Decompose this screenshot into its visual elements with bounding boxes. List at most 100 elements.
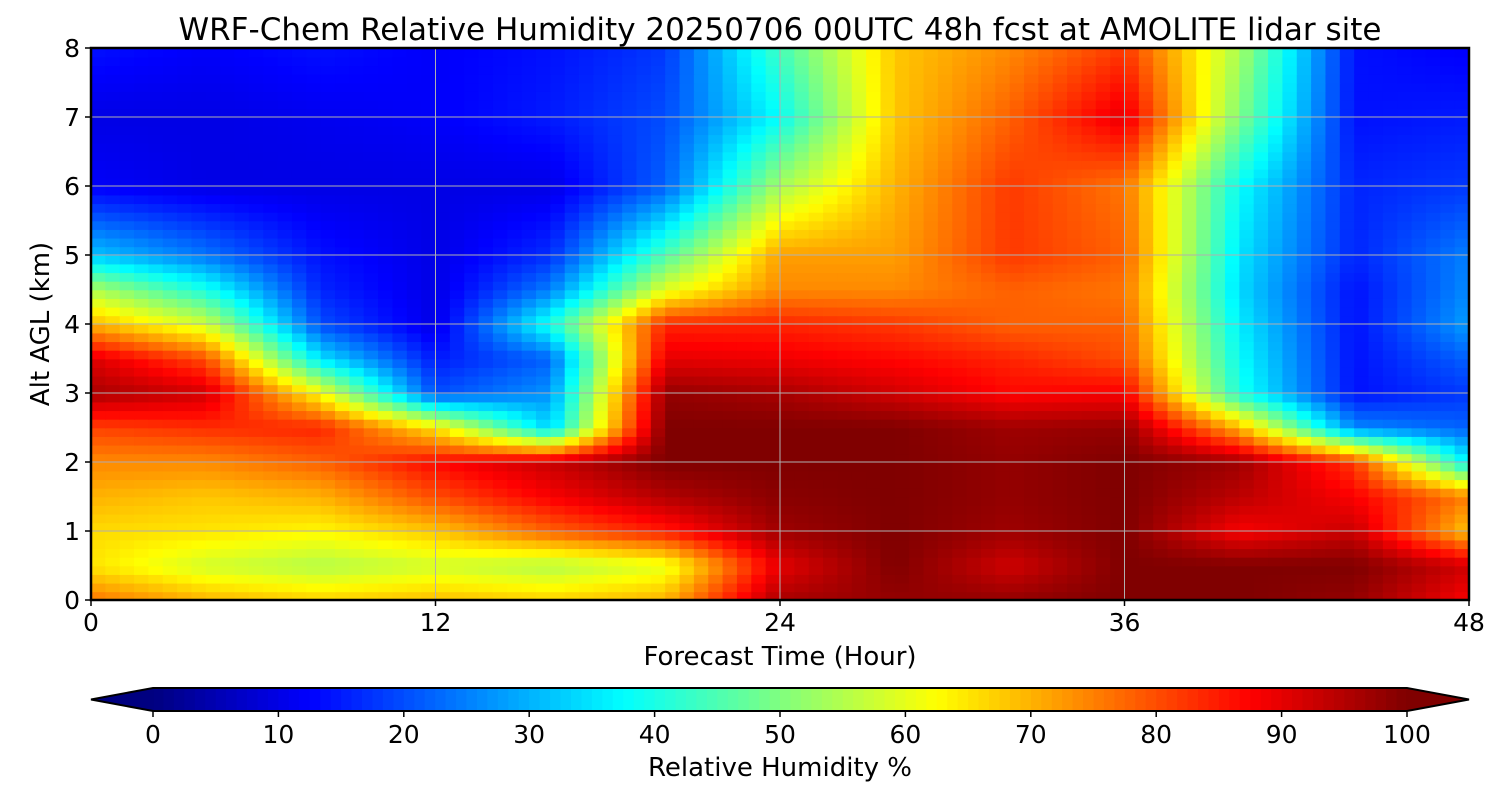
contour-cell bbox=[248, 186, 265, 196]
contour-cell bbox=[1253, 203, 1269, 213]
contour-cell bbox=[521, 315, 537, 325]
contour-cell bbox=[435, 384, 451, 394]
contour-cell bbox=[464, 203, 480, 213]
contour-cell bbox=[1382, 418, 1399, 429]
contour-cell bbox=[579, 341, 595, 351]
contour-cell bbox=[995, 401, 1011, 412]
contour-cell bbox=[722, 453, 738, 463]
contour-cell bbox=[478, 332, 494, 343]
contour-cell bbox=[263, 591, 279, 600]
contour-cell bbox=[349, 255, 365, 265]
contour-cell bbox=[492, 168, 509, 179]
contour-cell bbox=[1196, 582, 1212, 593]
contour-cell bbox=[478, 160, 494, 170]
contour-cell bbox=[1296, 341, 1312, 351]
contour-cell bbox=[980, 324, 997, 334]
contour-cell bbox=[378, 151, 394, 161]
contour-cell bbox=[1368, 289, 1384, 299]
contour-cell bbox=[722, 203, 738, 213]
contour-cell bbox=[507, 280, 523, 291]
contour-cell bbox=[550, 367, 566, 377]
contour-cell bbox=[765, 203, 781, 213]
contour-cell bbox=[148, 168, 164, 179]
contour-cell bbox=[1081, 375, 1097, 386]
contour-cell bbox=[291, 505, 308, 515]
contour-cell bbox=[579, 289, 595, 299]
contour-cell bbox=[823, 151, 839, 161]
contour-cell bbox=[1081, 418, 1097, 429]
contour-cell bbox=[191, 263, 207, 274]
contour-cell bbox=[148, 246, 164, 256]
contour-cell bbox=[894, 220, 910, 230]
contour-cell bbox=[507, 168, 523, 179]
contour-cell bbox=[894, 280, 910, 291]
contour-cell bbox=[823, 220, 839, 230]
contour-cell bbox=[1239, 237, 1255, 248]
contour-cell bbox=[607, 168, 623, 179]
contour-cell bbox=[378, 418, 394, 429]
contour-cell bbox=[1440, 393, 1456, 403]
contour-cell bbox=[349, 436, 365, 446]
contour-cell bbox=[794, 263, 810, 274]
contour-cell bbox=[263, 255, 279, 265]
contour-cell bbox=[1181, 203, 1198, 213]
contour-cell bbox=[91, 358, 107, 368]
contour-cell bbox=[435, 565, 451, 575]
contour-cell bbox=[909, 539, 925, 550]
contour-cell bbox=[435, 505, 451, 515]
contour-cell bbox=[1067, 341, 1083, 351]
contour-cell bbox=[1196, 220, 1212, 230]
contour-cell bbox=[349, 496, 365, 506]
contour-cell bbox=[665, 367, 681, 377]
contour-cell bbox=[1138, 220, 1154, 230]
contour-cell bbox=[263, 203, 279, 213]
contour-cell bbox=[1282, 574, 1298, 584]
contour-cell bbox=[435, 462, 451, 472]
contour-cell bbox=[248, 384, 265, 394]
contour-cell bbox=[1095, 358, 1111, 368]
contour-cell bbox=[650, 306, 666, 317]
contour-cell bbox=[665, 393, 681, 403]
contour-cell bbox=[105, 462, 121, 472]
contour-cell bbox=[1167, 341, 1183, 351]
contour-cell bbox=[866, 211, 882, 222]
contour-cell bbox=[134, 349, 150, 360]
contour-cell bbox=[550, 462, 566, 472]
contour-cell bbox=[291, 436, 308, 446]
contour-cell bbox=[550, 263, 566, 274]
contour-cell bbox=[550, 306, 566, 317]
contour-cell bbox=[1339, 306, 1355, 317]
contour-cell bbox=[1325, 427, 1341, 437]
contour-cell bbox=[464, 427, 480, 437]
contour-cell bbox=[679, 272, 695, 282]
contour-cell bbox=[478, 375, 494, 386]
contour-cell bbox=[91, 548, 107, 558]
contour-cell bbox=[607, 496, 623, 506]
contour-cell bbox=[1052, 462, 1068, 472]
contour-cell bbox=[1052, 453, 1068, 463]
contour-cell bbox=[679, 203, 695, 213]
contour-cell bbox=[1354, 367, 1370, 377]
contour-cell bbox=[177, 246, 193, 256]
contour-cell bbox=[1095, 401, 1111, 412]
contour-cell bbox=[492, 349, 509, 360]
contour-cell bbox=[1124, 272, 1140, 282]
contour-cell bbox=[708, 358, 724, 368]
contour-cell bbox=[636, 479, 652, 489]
contour-cell bbox=[765, 237, 781, 248]
contour-cell bbox=[995, 358, 1011, 368]
contour-cell bbox=[234, 453, 250, 463]
contour-cell bbox=[995, 186, 1011, 196]
contour-cell bbox=[464, 358, 480, 368]
contour-cell bbox=[363, 591, 379, 600]
contour-cell bbox=[1311, 177, 1327, 187]
contour-cell bbox=[1038, 462, 1054, 472]
contour-cell bbox=[607, 289, 623, 299]
contour-cell bbox=[550, 280, 566, 291]
contour-cell bbox=[91, 367, 107, 377]
contour-cell bbox=[823, 160, 839, 170]
contour-cell bbox=[291, 203, 308, 213]
contour-cell bbox=[1296, 487, 1312, 498]
contour-cell bbox=[378, 453, 394, 463]
contour-cell bbox=[1454, 427, 1469, 437]
